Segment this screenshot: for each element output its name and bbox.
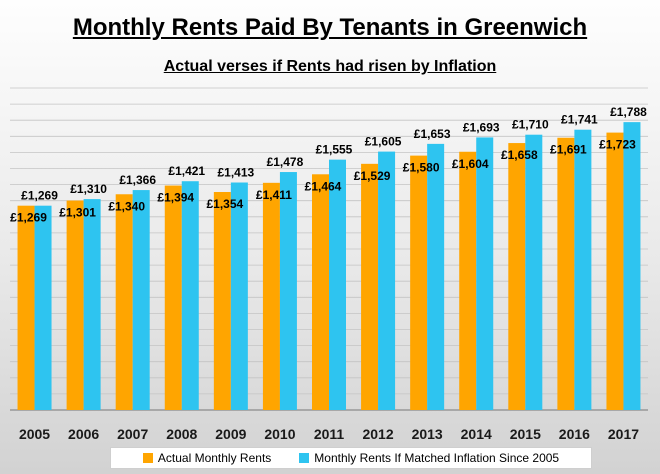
bar-actual-2017 bbox=[606, 132, 624, 411]
legend-entry-actual: Actual Monthly Rents bbox=[142, 451, 272, 465]
data-label-actual-2017: £1,723 bbox=[599, 138, 636, 152]
bar-actual-2009 bbox=[213, 192, 231, 410]
bar-inflation-2015 bbox=[525, 134, 543, 410]
legend-swatch-inflation bbox=[299, 453, 310, 463]
data-label-inflation-2017: £1,788 bbox=[610, 105, 647, 119]
data-label-inflation-2005: £1,269 bbox=[21, 189, 58, 203]
x-axis-ticks: 2005 2006 2007 2008 2009 2010 2011 2012 2013 2014… bbox=[19, 426, 639, 442]
data-label-actual-2016: £1,691 bbox=[550, 143, 587, 157]
data-label-actual-2015: £1,658 bbox=[501, 148, 538, 162]
legend: Actual Monthly Rents Monthly Rents If Ma… bbox=[110, 447, 592, 469]
x-tick-label-2005: 2005 bbox=[19, 426, 50, 442]
bar-inflation-2012 bbox=[378, 151, 396, 410]
data-label-inflation-2012: £1,605 bbox=[365, 135, 402, 149]
data-label-inflation-2010: £1,478 bbox=[267, 155, 304, 169]
chart-title: Monthly Rents Paid By Tenants in Greenwi… bbox=[72, 14, 588, 41]
bar-actual-2016 bbox=[557, 137, 575, 410]
bar-actual-2005 bbox=[17, 205, 35, 410]
bar-inflation-2016 bbox=[574, 129, 592, 410]
legend-label-inflation: Monthly Rents If Matched Inflation Since… bbox=[314, 451, 560, 465]
data-label-actual-2011: £1,464 bbox=[305, 179, 342, 193]
bar-actual-2012 bbox=[361, 163, 379, 410]
bar-inflation-2005 bbox=[34, 205, 52, 410]
legend-entry-inflation: Monthly Rents If Matched Inflation Since… bbox=[299, 451, 559, 465]
data-label-actual-2006: £1,301 bbox=[59, 206, 96, 220]
bar-inflation-2010 bbox=[279, 172, 297, 410]
x-tick-label-2006: 2006 bbox=[68, 426, 99, 442]
bar-inflation-2008 bbox=[181, 181, 199, 410]
data-label-inflation-2007: £1,366 bbox=[119, 173, 156, 187]
chart-subtitle: Actual verses if Rents had risen by Infl… bbox=[163, 58, 497, 75]
data-labels: £1,269 £1,269 £1,310 £1,301 £1,366 £1,340 £1,4… bbox=[10, 105, 647, 225]
data-label-inflation-2011: £1,555 bbox=[316, 143, 353, 157]
bar-inflation-2006 bbox=[83, 199, 101, 410]
data-label-inflation-2015: £1,710 bbox=[512, 118, 549, 132]
bar-inflation-2007 bbox=[132, 190, 150, 410]
bar-actual-2014 bbox=[459, 151, 477, 411]
data-label-actual-2008: £1,394 bbox=[157, 191, 194, 205]
x-tick-label-2009: 2009 bbox=[215, 426, 246, 442]
x-tick-label-2008: 2008 bbox=[166, 426, 197, 442]
bar-inflation-2014 bbox=[476, 137, 494, 410]
legend-swatch-actual bbox=[142, 453, 153, 463]
x-tick-label-2010: 2010 bbox=[264, 426, 295, 442]
data-label-actual-2012: £1,529 bbox=[354, 169, 391, 183]
bar-actual-2006 bbox=[66, 200, 84, 410]
bar-inflation-2011 bbox=[329, 159, 346, 410]
bar-inflation-2013 bbox=[427, 143, 445, 410]
data-label-inflation-2014: £1,693 bbox=[463, 120, 500, 134]
data-label-inflation-2016: £1,741 bbox=[561, 113, 598, 127]
data-label-inflation-2008: £1,421 bbox=[168, 164, 205, 178]
data-label-actual-2007: £1,340 bbox=[108, 199, 145, 213]
x-tick-label-2014: 2014 bbox=[461, 426, 492, 442]
data-label-inflation-2006: £1,310 bbox=[70, 182, 107, 196]
data-label-inflation-2013: £1,653 bbox=[414, 127, 451, 141]
data-label-actual-2009: £1,354 bbox=[206, 197, 243, 211]
x-tick-label-2007: 2007 bbox=[117, 426, 148, 442]
data-label-actual-2014: £1,604 bbox=[452, 157, 489, 171]
x-tick-label-2017: 2017 bbox=[608, 426, 639, 442]
bar-actual-2011 bbox=[312, 174, 329, 410]
bar-actual-2008 bbox=[164, 185, 182, 410]
legend-label-actual: Actual Monthly Rents bbox=[157, 451, 272, 465]
x-tick-label-2016: 2016 bbox=[559, 426, 590, 442]
data-label-actual-2013: £1,580 bbox=[403, 161, 440, 175]
data-label-inflation-2009: £1,413 bbox=[217, 166, 254, 180]
bar-inflation-2017 bbox=[623, 122, 641, 410]
bar-actual-2013 bbox=[410, 155, 428, 410]
bar-actual-2010 bbox=[262, 182, 280, 410]
bar-inflation-2009 bbox=[230, 182, 248, 410]
data-label-actual-2005: £1,269 bbox=[10, 211, 47, 225]
bar-actual-2015 bbox=[508, 143, 526, 410]
data-label-actual-2010: £1,411 bbox=[256, 188, 292, 202]
bars bbox=[17, 122, 641, 411]
x-tick-label-2012: 2012 bbox=[362, 426, 393, 442]
x-tick-label-2015: 2015 bbox=[510, 426, 541, 442]
x-tick-label-2011: 2011 bbox=[314, 426, 345, 442]
bar-actual-2007 bbox=[115, 194, 133, 410]
x-tick-label-2013: 2013 bbox=[412, 426, 443, 442]
